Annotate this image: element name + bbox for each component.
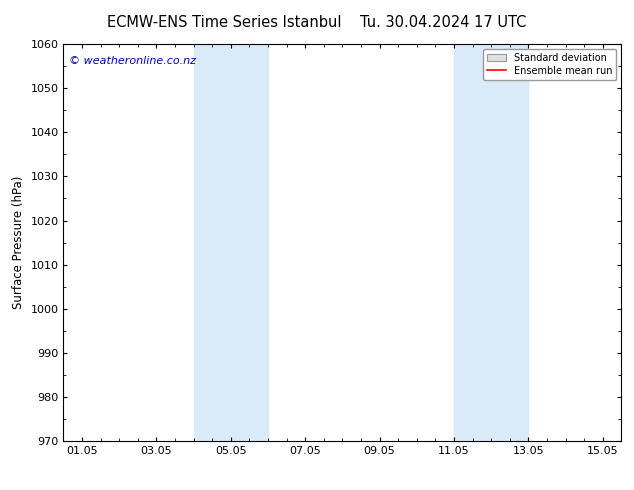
Text: ECMW-ENS Time Series Istanbul    Tu. 30.04.2024 17 UTC: ECMW-ENS Time Series Istanbul Tu. 30.04.… bbox=[107, 15, 527, 30]
Text: © weatheronline.co.nz: © weatheronline.co.nz bbox=[69, 56, 196, 66]
Bar bbox=[454, 44, 528, 441]
Y-axis label: Surface Pressure (hPa): Surface Pressure (hPa) bbox=[12, 176, 25, 309]
Legend: Standard deviation, Ensemble mean run: Standard deviation, Ensemble mean run bbox=[483, 49, 616, 80]
Bar bbox=[193, 44, 268, 441]
